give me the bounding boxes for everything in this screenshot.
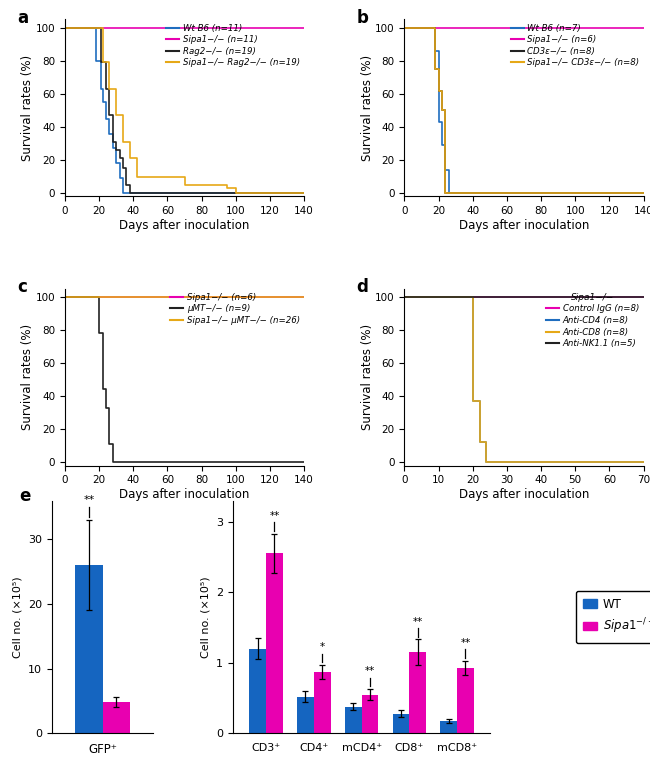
X-axis label: Days after inoculation: Days after inoculation	[459, 488, 589, 501]
Bar	[314, 672, 331, 733]
Y-axis label: Cell no. (×10⁵): Cell no. (×10⁵)	[12, 576, 23, 658]
Text: **: **	[83, 495, 95, 505]
Text: **: **	[460, 638, 471, 648]
Legend: Sipa1−/− (n=6), μMT−/− (n=9), Sipa1−/− μMT−/− (n=26): Sipa1−/− (n=6), μMT−/− (n=9), Sipa1−/− μ…	[170, 293, 300, 325]
X-axis label: Days after inoculation: Days after inoculation	[120, 219, 250, 232]
X-axis label: Days after inoculation: Days after inoculation	[459, 219, 589, 232]
Legend: Control IgG (n=8), Anti-CD4 (n=8), Anti-CD8 (n=8), Anti-NK1.1 (n=5): Control IgG (n=8), Anti-CD4 (n=8), Anti-…	[547, 293, 639, 348]
Bar	[440, 721, 457, 733]
Bar	[266, 553, 283, 733]
Bar	[297, 697, 314, 733]
Text: d: d	[357, 278, 369, 296]
Text: c: c	[17, 278, 27, 296]
Y-axis label: Survival rates (%): Survival rates (%)	[21, 55, 34, 161]
Text: **: **	[365, 666, 375, 676]
Legend: Wt B6 (n=7), Sipa1−/− (n=6), CD3ε−/− (n=8), Sipa1−/− CD3ε−/− (n=8): Wt B6 (n=7), Sipa1−/− (n=6), CD3ε−/− (n=…	[511, 24, 639, 68]
Legend: Wt B6 (n=11), Sipa1−/− (n=11), Rag2−/− (n=19), Sipa1−/− Rag2−/− (n=19): Wt B6 (n=11), Sipa1−/− (n=11), Rag2−/− (…	[166, 24, 300, 68]
Text: a: a	[17, 9, 29, 27]
Bar	[361, 695, 378, 733]
Y-axis label: Cell no. (×10⁵): Cell no. (×10⁵)	[200, 576, 210, 658]
Text: **: **	[269, 511, 280, 521]
Bar	[457, 667, 474, 733]
Bar	[103, 702, 130, 733]
Y-axis label: Survival rates (%): Survival rates (%)	[361, 55, 374, 161]
Bar	[393, 714, 410, 733]
Bar	[250, 649, 266, 733]
Bar	[410, 652, 426, 733]
Bar	[345, 706, 361, 733]
Y-axis label: Survival rates (%): Survival rates (%)	[21, 324, 34, 430]
Y-axis label: Survival rates (%): Survival rates (%)	[361, 324, 374, 430]
Text: e: e	[20, 487, 31, 504]
Text: b: b	[357, 9, 369, 27]
Text: *: *	[320, 643, 325, 652]
Text: **: **	[413, 617, 422, 627]
Legend: WT, $Sipa1^{-/-}$: WT, $Sipa1^{-/-}$	[576, 591, 650, 643]
Bar	[75, 565, 103, 733]
X-axis label: Days after inoculation: Days after inoculation	[120, 488, 250, 501]
